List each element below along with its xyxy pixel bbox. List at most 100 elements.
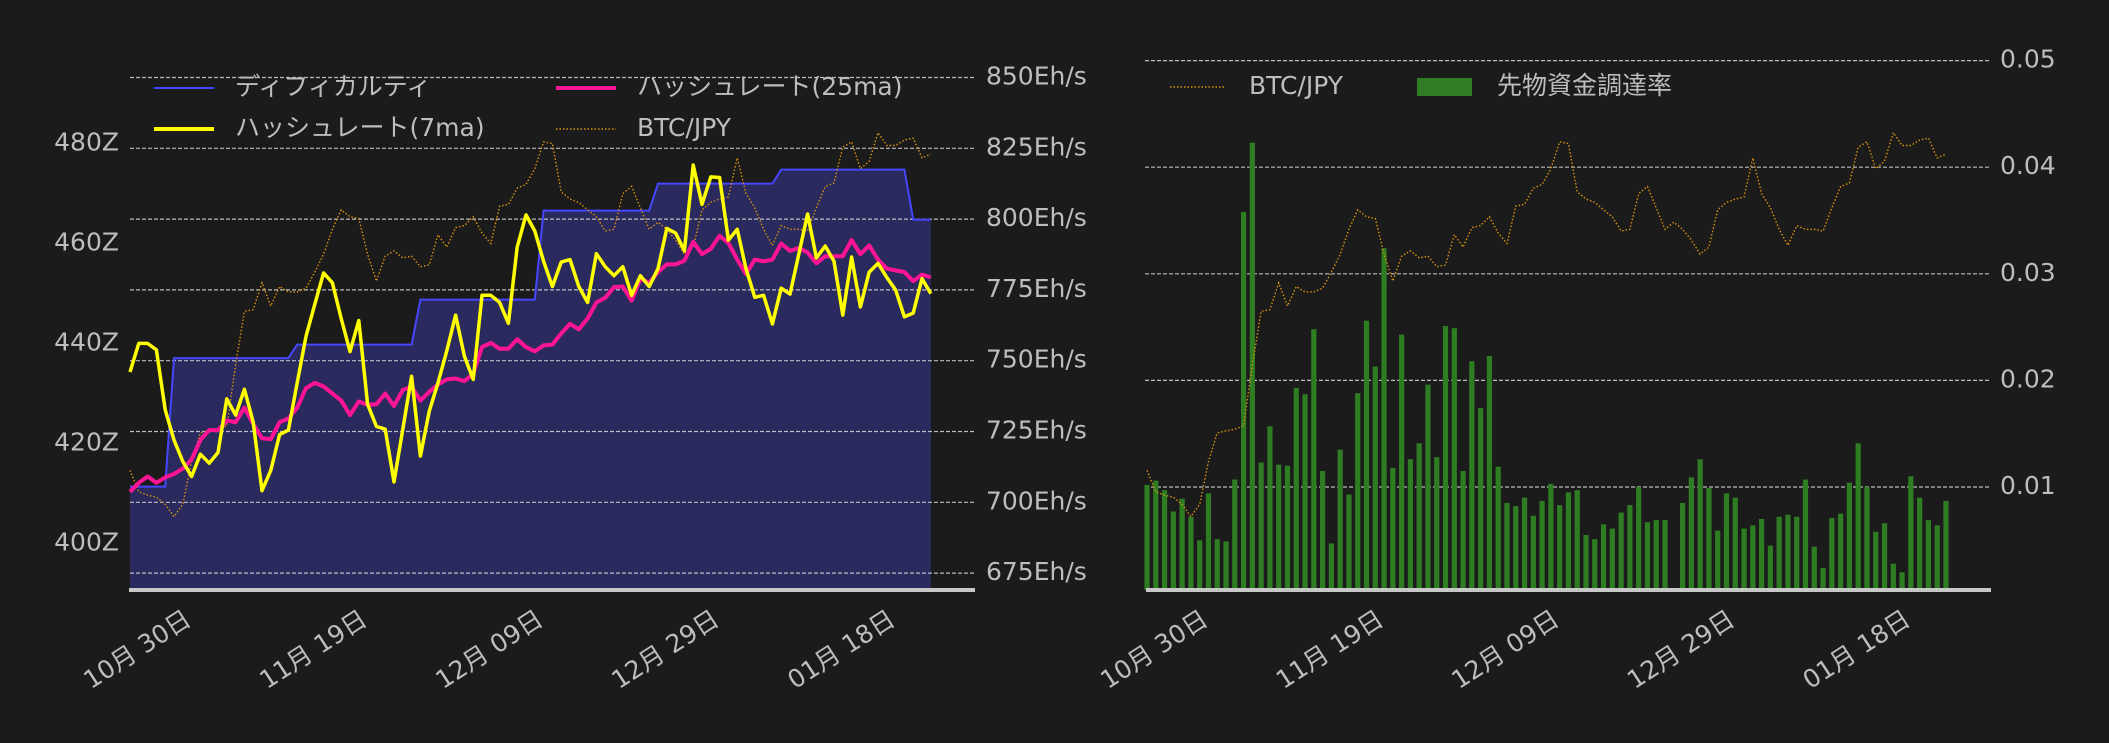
funding-rate-bar — [1513, 506, 1519, 590]
funding-rate-bar — [1618, 512, 1624, 590]
funding-rate-bar — [1434, 457, 1440, 590]
funding-rate-bar — [1759, 518, 1765, 590]
x-tick-label: 12月 29日 — [606, 604, 724, 695]
funding-rate-bar — [1504, 502, 1510, 590]
left-axis-tick-label: 480Z — [54, 128, 119, 157]
funding-rate-bar — [1521, 497, 1528, 590]
funding-rate-bar — [1881, 523, 1888, 590]
funding-rate-bar — [1750, 525, 1756, 590]
funding-rate-bar — [1214, 539, 1220, 590]
left-axis-tick-label: 420Z — [54, 428, 119, 457]
funding-rate-bar — [1346, 494, 1352, 590]
funding-rate-bar — [1574, 490, 1580, 590]
funding-rate-bar — [1153, 480, 1159, 590]
funding-rate-bar — [1548, 483, 1554, 590]
x-tick-label: 11月 19日 — [1271, 604, 1389, 695]
funding-rate-bar — [1302, 394, 1308, 590]
funding-rate-bar — [1240, 211, 1247, 591]
x-axis-1: 10月 30日 11月 19日 12月 09日 12月 29日 01月 18日 — [1095, 588, 1991, 695]
x-axis-line — [129, 588, 975, 592]
funding-rate-bar — [1495, 466, 1501, 590]
funding-rate-bar — [1355, 393, 1361, 590]
funding-rate-bar — [1170, 511, 1176, 590]
btc-jpy-line — [1146, 131, 1947, 518]
funding-rate-chart: 0.01 0.02 0.03 0.04 0.05 BTC/JPY 先物資金調達率 — [1144, 45, 2056, 591]
funding-rate-bar — [1249, 142, 1255, 590]
funding-rate-bar — [1469, 361, 1475, 590]
funding-rate-bar — [1846, 482, 1852, 590]
funding-rate-bar — [1311, 329, 1317, 590]
difficulty-area — [130, 169, 931, 590]
right-axis-tick-label: 725Eh/s — [986, 416, 1087, 445]
funding-rate-bar — [1609, 528, 1615, 590]
hashrate-difficulty-chart: 675Eh/s 700Eh/s 725Eh/s 750Eh/s 775Eh/s 800Eh… — [54, 62, 1087, 590]
funding-rate-bar — [1794, 516, 1800, 590]
legend-funding-rate-swatch — [1417, 78, 1472, 96]
funding-rate-bar — [1205, 493, 1212, 590]
funding-rate-bar — [1890, 563, 1896, 590]
funding-rate-bar — [1767, 545, 1773, 590]
hashrate-25ma-line — [128, 233, 932, 494]
x-tick-label: 12月 09日 — [430, 604, 548, 695]
legend-hashrate-25ma-label: ハッシュレート(25ma) — [637, 72, 903, 101]
x-axis-line — [1146, 588, 1991, 592]
x-axis-0: 10月 30日 11月 19日 12月 09日 12月 29日 01月 18日 — [78, 588, 975, 695]
right-axis-tick-label: 0.03 — [2000, 258, 2056, 287]
funding-rate-bar — [1258, 462, 1264, 590]
funding-rate-bar — [1732, 497, 1738, 590]
funding-rate-bar — [1873, 531, 1879, 590]
x-tick-label: 01月 18日 — [1798, 604, 1916, 695]
funding-rate-bar — [1653, 520, 1659, 590]
funding-rate-bar — [1188, 516, 1194, 590]
funding-rate-bar — [1232, 479, 1238, 590]
x-tick-label: 12月 09日 — [1446, 604, 1564, 695]
right-axis-tick-label: 800Eh/s — [986, 203, 1087, 232]
right-axis-tick-label: 0.04 — [2000, 151, 2056, 180]
funding-rate-bar — [1838, 513, 1844, 590]
left-axis-tick-label: 400Z — [54, 528, 119, 557]
funding-rate-bar — [1399, 334, 1405, 590]
left-axis-tick-label: 440Z — [54, 328, 119, 357]
funding-rate-bar — [1425, 384, 1431, 590]
funding-rate-bar — [1284, 465, 1291, 590]
funding-rate-bar — [1811, 546, 1817, 590]
right-axis-tick-label: 825Eh/s — [986, 132, 1087, 161]
funding-rate-bar — [1741, 528, 1747, 590]
funding-rate-bar — [1530, 515, 1536, 590]
left-axis-tick-label: 460Z — [54, 228, 119, 257]
funding-rate-bar — [1557, 505, 1563, 590]
right-axis-tick-label: 0.02 — [2000, 364, 2056, 393]
funding-rate-bar — [1592, 539, 1598, 590]
legend-left: ディフィカルティ ハッシュレート(25ma) ハッシュレート(7ma) BTC/JPY — [154, 72, 903, 142]
funding-rate-bar — [1785, 514, 1791, 590]
funding-rate-bar — [1627, 505, 1633, 590]
right-axis-tick-label: 700Eh/s — [986, 486, 1087, 515]
funding-rate-bar — [1855, 443, 1861, 590]
funding-rate-bar — [1197, 540, 1203, 590]
funding-rate-bar — [1539, 500, 1545, 590]
legend-difficulty-label: ディフィカルティ — [235, 72, 431, 101]
funding-rate-bar — [1416, 443, 1422, 590]
funding-rate-bar — [1636, 487, 1642, 590]
right-axis-tick-label: 775Eh/s — [986, 274, 1087, 303]
funding-rate-bar — [1925, 520, 1932, 590]
funding-rate-bar — [1320, 471, 1326, 590]
funding-rate-bar — [1179, 498, 1185, 590]
funding-rate-bar — [1820, 568, 1826, 590]
x-tick-label: 12月 29日 — [1622, 604, 1740, 695]
right-axis-tick-label: 0.01 — [2000, 471, 2056, 500]
funding-rate-bar — [1600, 524, 1607, 590]
funding-rate-bar — [1337, 449, 1343, 590]
legend-right: BTC/JPY 先物資金調達率 — [1170, 71, 1672, 100]
right-axis-tick-label: 675Eh/s — [986, 557, 1087, 586]
funding-rate-bar — [1706, 488, 1712, 590]
funding-rate-bar — [1460, 471, 1466, 590]
x-tick-label: 10月 30日 — [1095, 604, 1213, 695]
funding-rate-bar — [1144, 484, 1150, 590]
funding-rate-bar — [1565, 492, 1572, 590]
funding-rate-bar — [1267, 426, 1273, 590]
x-tick-label: 11月 19日 — [254, 604, 372, 695]
funding-rate-bar — [1662, 520, 1668, 590]
